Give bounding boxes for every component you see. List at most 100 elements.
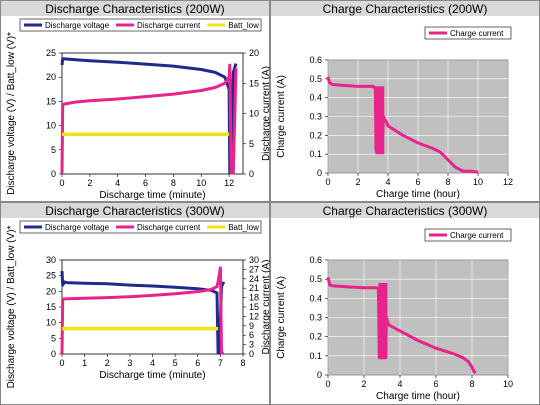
y2-tick-label: 15 [249,78,259,88]
y-tick-label: 0.4 [309,93,322,103]
y2-tick-label: 10 [249,109,259,119]
y-tick-label: 0.6 [309,55,322,65]
y-tick-label: 5 [51,333,56,343]
y-tick-label: 0 [51,349,56,359]
legend-box [424,26,512,40]
legend-label: Discharge voltage [45,21,110,30]
x-tick-label: 4 [115,178,120,188]
legend-label: Discharge voltage [45,223,110,232]
legend-box [424,228,512,242]
x-tick-label: 0 [59,178,64,188]
panel-title-bar [271,1,539,16]
x-tick-label: 2 [361,379,366,389]
y2-tick-label: 20 [249,48,259,58]
y2-tick-label: 6 [249,330,254,340]
y2-tick-label: 15 [249,302,259,312]
plot-area [61,259,244,355]
x-axis-label: Discharge time (minute) [99,190,205,201]
panel-title-bar [1,1,269,16]
y-tick-label: 0.1 [309,351,322,361]
series-line-0 [60,270,226,355]
x-tick-label: 10 [473,177,483,187]
y-tick-label: 15 [46,96,56,106]
legend-label: Charge current [450,29,504,38]
series-line-0 [326,276,477,375]
legend: Charge current [424,26,512,40]
x-tick-label: 6 [415,177,420,187]
y-tick-label: 0.1 [309,149,322,159]
x-tick-label: 8 [445,177,450,187]
x-tick-label: 8 [469,379,474,389]
y-tick-label: 0.5 [309,274,322,284]
y-tick-label: 15 [46,302,56,312]
y-tick-label: 10 [46,318,56,328]
x-tick-label: 8 [240,358,245,368]
legend-label: Batt_low [228,223,259,232]
panel-title-bar [1,203,269,218]
y2-tick-label: 21 [249,283,259,293]
chart-panel-1: Charge Characteristics (200W) 0 2 4 6 8 10 12 0 0… [270,0,540,202]
y2-tick-label: 0 [249,349,254,359]
x-tick-label: 2 [87,178,92,188]
y2-tick-label: 9 [249,321,254,331]
y-tick-label: 5 [51,145,56,155]
x-tick-label: 0 [59,358,64,368]
x-tick-label: 10 [503,379,513,389]
x-axis-label: Discharge time (minute) [99,370,205,381]
y2-axis-label: Discharge current (A) [261,259,272,354]
y-tick-label: 25 [46,271,56,281]
y-tick-label: 0.6 [309,255,322,265]
y2-tick-label: 18 [249,293,259,303]
y2-tick-label: 5 [249,139,254,149]
x-axis-label: Charge time (hour) [376,391,460,402]
x-tick-label: 7 [218,358,223,368]
x-tick-label: 3 [127,358,132,368]
chart-title: Charge Characteristics (300W) [323,204,488,218]
x-tick-label: 1 [82,358,87,368]
legend-label: Discharge current [137,223,201,232]
y2-tick-label: 3 [249,340,254,350]
y-tick-label: 0.3 [309,313,322,323]
chart-panel-0: Discharge Characteristics (200W) 0 2 4 6 8 10 1… [0,0,272,202]
x-tick-label: 4 [150,358,155,368]
panel-title-bar [271,203,539,218]
chart-title: Discharge Characteristics (300W) [45,204,224,218]
y-axis-label: Discharge voltage (V) / Batt_low (V)* [6,32,17,195]
y2-tick-label: 24 [249,274,259,284]
x-tick-label: 10 [196,178,206,188]
y-tick-label: 0.2 [309,130,322,140]
x-axis-label: Charge time (hour) [376,189,460,200]
y-tick-label: 0.3 [309,112,322,122]
x-tick-label: 8 [171,178,176,188]
legend: Discharge voltage Discharge current Batt_l… [19,220,262,234]
x-tick-label: 5 [173,358,178,368]
x-tick-label: 0 [325,177,330,187]
series-band [378,283,388,358]
legend-box [19,220,262,234]
y-axis-label: Discharge voltage (V) / Batt_low (V)* [6,225,17,388]
legend: Discharge voltage Discharge current Batt_l… [19,18,262,32]
legend-label: Batt_low [228,21,259,30]
y2-axis-label: Discharge current (A) [261,66,272,161]
legend-label: Charge current [450,231,504,240]
y-tick-label: 0.2 [309,332,322,342]
y2-tick-label: 0 [249,169,254,179]
chart-title: Discharge Characteristics (200W) [45,2,224,16]
legend-box [19,18,262,32]
y-tick-label: 0.5 [309,74,322,84]
chart-panel-2: Discharge Characteristics (300W) 0 1 2 3 4 5 6 7… [0,202,272,405]
y-tick-label: 20 [46,72,56,82]
x-tick-label: 2 [355,177,360,187]
y-tick-label: 20 [46,286,56,296]
y-tick-label: 25 [46,48,56,58]
series-line-1 [60,63,238,175]
y2-tick-label: 27 [249,264,259,274]
x-tick-label: 0 [325,379,330,389]
x-tick-label: 2 [105,358,110,368]
legend-label: Discharge current [137,21,201,30]
y-tick-label: 10 [46,121,56,131]
x-tick-label: 12 [224,178,234,188]
x-tick-label: 6 [143,178,148,188]
series-line-1 [60,266,224,355]
